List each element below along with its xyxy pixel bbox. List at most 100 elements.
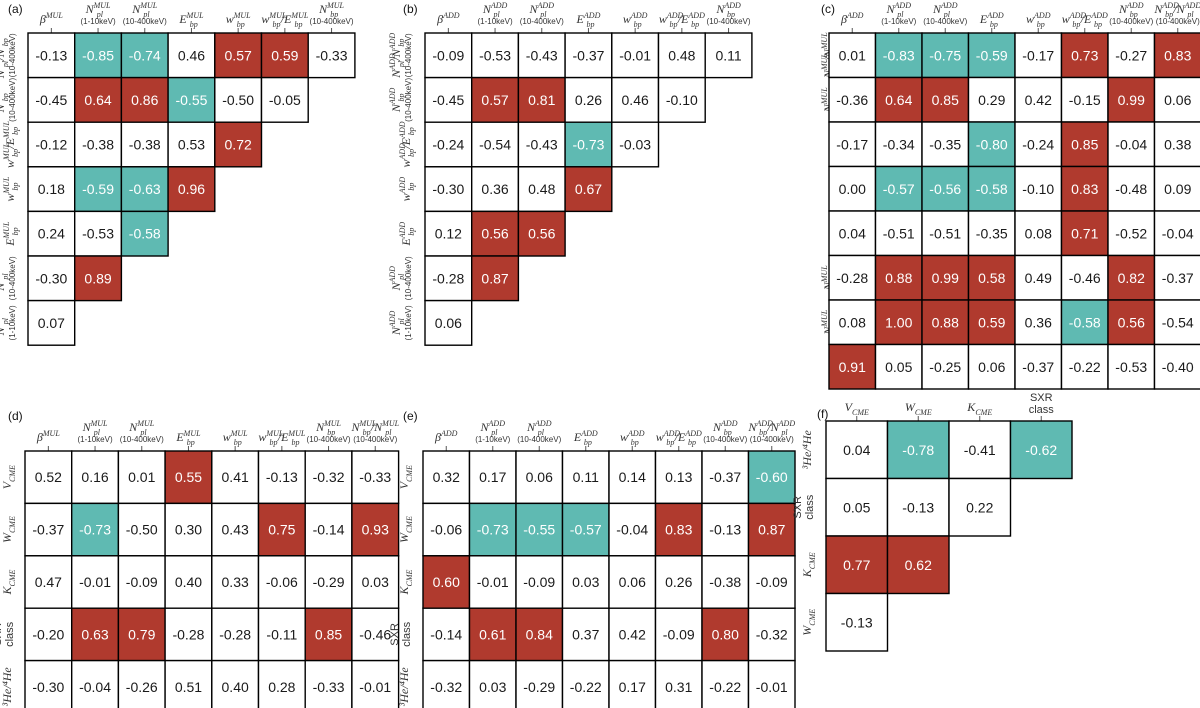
cell-value: 0.31 — [665, 679, 692, 695]
cell-value: 0.03 — [362, 574, 389, 590]
cell-value: 0.22 — [966, 499, 993, 515]
panel-label: (c) — [821, 2, 835, 16]
cell-value: 0.14 — [619, 469, 646, 485]
heatmap-cell — [73, 255, 123, 302]
svg-text:WCME: WCME — [0, 516, 17, 543]
cell-value: 0.17 — [479, 469, 506, 485]
cell-value: 0.53 — [178, 137, 205, 153]
heatmap-cell — [921, 121, 970, 168]
heatmap-cell — [260, 32, 309, 79]
heatmap-cell — [471, 166, 520, 213]
heatmap-cell — [24, 450, 73, 505]
axis-label-e-bp-mul: EMULbp — [2, 221, 20, 247]
heatmap-cell — [608, 502, 657, 557]
cell-value: -0.58 — [129, 226, 161, 242]
cell-value: -0.29 — [523, 679, 555, 695]
heatmap-cell — [164, 555, 213, 609]
axis-label-mul: βMUL — [39, 11, 63, 26]
cell-value: 0.00 — [839, 181, 866, 197]
cell-value: -0.35 — [929, 136, 961, 152]
cell-value: -0.83 — [883, 47, 915, 63]
heatmap-cell — [1153, 299, 1200, 346]
cell-value: 0.83 — [665, 522, 692, 538]
cell-value: 0.46 — [178, 47, 205, 63]
axis-label-v-cme: VCME — [0, 465, 17, 489]
svg-text:(1-10keV): (1-10keV) — [77, 435, 112, 444]
cell-value: 0.64 — [84, 92, 111, 108]
cell-value: -0.45 — [35, 92, 67, 108]
heatmap-cell — [117, 555, 166, 609]
svg-text:KCME: KCME — [966, 400, 992, 417]
cell-value: -0.53 — [82, 226, 114, 242]
cell-value: 0.91 — [839, 359, 866, 375]
svg-text:wMULbp: wMULbp — [223, 429, 248, 447]
cell-value: 0.73 — [1071, 47, 1098, 63]
cell-value: 0.36 — [481, 181, 508, 197]
heatmap-cell — [874, 121, 923, 168]
heatmap-cell — [561, 450, 610, 505]
cell-value: 0.08 — [839, 314, 866, 330]
heatmap-cell — [1060, 343, 1109, 390]
cell-value: -0.63 — [129, 181, 161, 197]
heatmap-cell — [517, 32, 566, 79]
heatmap-cell — [1153, 343, 1200, 390]
cell-value: 0.64 — [885, 92, 912, 108]
cell-value: -0.37 — [1022, 359, 1054, 375]
heatmap-cell — [886, 535, 950, 595]
cell-value: -0.62 — [1025, 442, 1057, 458]
cell-value: -0.33 — [316, 47, 348, 63]
cell-value: 0.56 — [1118, 314, 1145, 330]
axis-label-he-he: ³He/⁴He — [0, 667, 14, 707]
cell-value: -0.01 — [359, 679, 391, 695]
heatmap-cell — [515, 450, 564, 505]
cell-value: -0.13 — [709, 522, 741, 538]
cell-value: 0.87 — [758, 522, 785, 538]
cell-value: -0.04 — [79, 679, 111, 695]
svg-text:NADDbp /NADDpl: NADD bp /NADD pl — [1153, 1, 1200, 19]
heatmap-cell — [70, 659, 120, 708]
cell-value: 0.58 — [978, 270, 1005, 286]
cell-value: 0.86 — [131, 92, 158, 108]
heatmap-cell — [1009, 420, 1073, 480]
heatmap-cell — [471, 255, 520, 302]
cell-value: 0.40 — [222, 679, 249, 695]
panel-label: (f) — [817, 407, 828, 421]
cell-value: 0.01 — [839, 47, 866, 63]
cell-value: -0.45 — [432, 92, 464, 108]
svg-text:wADDbp: wADDbp — [1026, 11, 1051, 29]
cell-value: 0.17 — [619, 679, 646, 695]
cell-value: 1.00 — [885, 314, 912, 330]
cell-value: -0.40 — [1162, 359, 1194, 375]
cell-value: 0.26 — [665, 574, 692, 590]
cell-value: 0.08 — [1025, 225, 1052, 241]
cell-value: -0.24 — [432, 137, 464, 153]
cell-value: 0.88 — [932, 314, 959, 330]
cell-value: -0.06 — [430, 522, 462, 538]
cell-value: -0.38 — [709, 574, 741, 590]
cell-value: 0.83 — [1164, 47, 1191, 63]
axis-label-n-pl-add-1-10kev: NADDpl (1-10keV) — [388, 305, 413, 340]
cell-value: -0.33 — [313, 679, 345, 695]
heatmap-cell — [117, 502, 166, 557]
heatmap-cell — [211, 450, 260, 505]
heatmap-cell — [517, 210, 566, 257]
svg-text:wMULbp: wMULbp — [2, 176, 20, 201]
axis-label-k-cme: KCME — [0, 569, 17, 595]
axis-label-w-cme: WCME — [0, 516, 17, 543]
heatmap-cell — [167, 76, 216, 123]
cell-value: 0.26 — [575, 92, 602, 108]
cell-value: 0.46 — [622, 92, 649, 108]
axis-label-w-bp-add: wADDbp — [398, 177, 416, 202]
